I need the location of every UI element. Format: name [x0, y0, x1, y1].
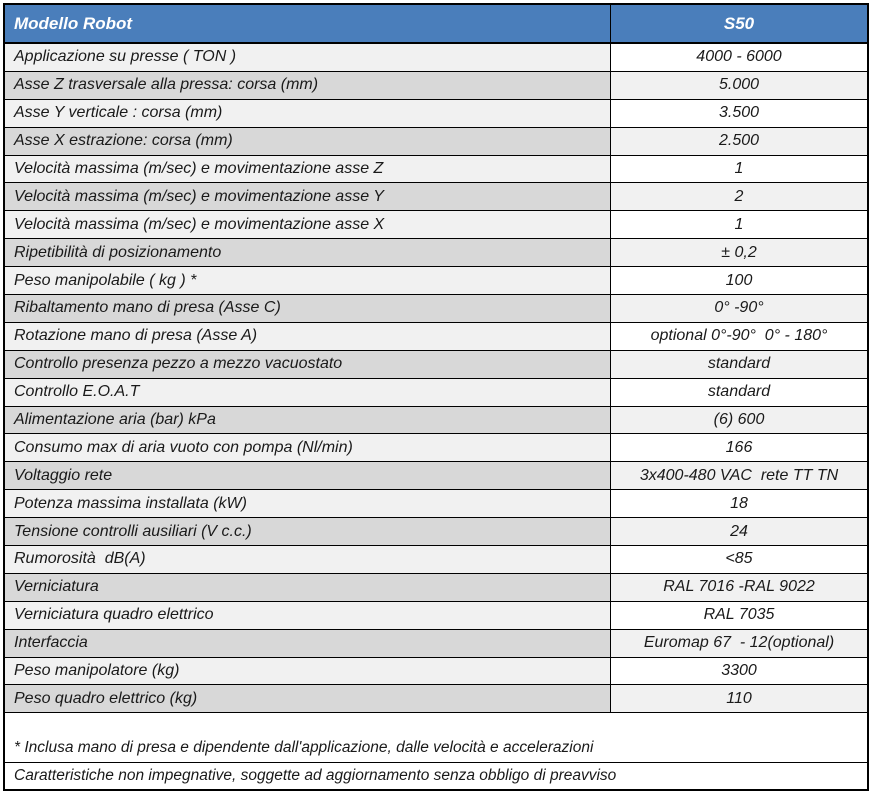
- row-label: Tensione controlli ausiliari (V c.c.): [5, 518, 611, 546]
- row-value: 0° -90°: [611, 295, 867, 322]
- row-value: 4000 - 6000: [611, 44, 867, 71]
- row-value: 110: [611, 685, 867, 713]
- row-label: Peso quadro elettrico (kg): [5, 685, 611, 713]
- row-value: 5.000: [611, 71, 867, 99]
- row-label: Consumo max di aria vuoto con pompa (Nl/…: [5, 434, 611, 462]
- row-value: 1: [611, 211, 867, 239]
- row-value: standard: [611, 378, 867, 406]
- row-label: Velocità massima (m/sec) e movimentazion…: [5, 211, 611, 239]
- table-row: Ribaltamento mano di presa (Asse C) 0° -9…: [5, 295, 867, 323]
- row-label: Asse X estrazione: corsa (mm): [5, 127, 611, 155]
- table-row: Alimentazione aria (bar) kPa (6) 600: [5, 406, 867, 435]
- table-row: Velocità massima (m/sec) e movimentazion…: [5, 155, 867, 184]
- row-value: optional 0°-90° 0° - 180°: [611, 322, 867, 350]
- row-label: Rumorosità dB(A): [5, 546, 611, 573]
- row-label: Controllo E.O.A.T: [5, 378, 611, 406]
- row-value: standard: [611, 350, 867, 378]
- row-value: 24: [611, 518, 867, 546]
- spec-rows: Applicazione su presse ( TON ) 4000 - 600…: [5, 44, 867, 714]
- table-header-row: Modello Robot S50: [5, 5, 867, 44]
- row-label: Rotazione mano di presa (Asse A): [5, 322, 611, 350]
- row-value: 100: [611, 267, 867, 295]
- table-row: Consumo max di aria vuoto con pompa (Nl/…: [5, 434, 867, 463]
- table-row: Asse Z trasversale alla pressa: corsa (m…: [5, 71, 867, 100]
- table-row: Controllo presenza pezzo a mezzo vacuost…: [5, 350, 867, 379]
- table-row: Velocità massima (m/sec) e movimentazion…: [5, 183, 867, 212]
- row-value: 1: [611, 155, 867, 183]
- row-label: Interfaccia: [5, 629, 611, 657]
- table-row: Ripetibilità di posizionamento ± 0,2: [5, 239, 867, 268]
- table-row: Peso manipolatore (kg) 3300: [5, 657, 867, 686]
- row-label: Peso manipolabile ( kg ) *: [5, 267, 611, 295]
- table-row: Velocità massima (m/sec) e movimentazion…: [5, 211, 867, 240]
- row-label: Asse Z trasversale alla pressa: corsa (m…: [5, 71, 611, 99]
- row-label: Asse Y verticale : corsa (mm): [5, 99, 611, 127]
- table-row: Asse Y verticale : corsa (mm) 3.500: [5, 99, 867, 128]
- footnote-disclaimer: Caratteristiche non impegnative, soggett…: [5, 763, 867, 789]
- table-row: Applicazione su presse ( TON ) 4000 - 600…: [5, 44, 867, 72]
- table-row: Verniciatura RAL 7016 -RAL 9022: [5, 573, 867, 602]
- table-row: Rotazione mano di presa (Asse A) optional…: [5, 322, 867, 351]
- row-label: Ripetibilità di posizionamento: [5, 239, 611, 267]
- footnote-asterisk: * Inclusa mano di presa e dipendente dal…: [5, 713, 867, 763]
- row-value: 3x400-480 VAC rete TT TN: [611, 462, 867, 490]
- row-label: Potenza massima installata (kW): [5, 490, 611, 518]
- table-row: Asse X estrazione: corsa (mm) 2.500: [5, 127, 867, 156]
- row-value: 3300: [611, 657, 867, 685]
- header-model-label: Modello Robot: [5, 5, 611, 42]
- row-label: Velocità massima (m/sec) e movimentazion…: [5, 183, 611, 211]
- table-row: Tensione controlli ausiliari (V c.c.) 24: [5, 518, 867, 547]
- row-value: RAL 7016 -RAL 9022: [611, 573, 867, 601]
- row-label: Alimentazione aria (bar) kPa: [5, 406, 611, 434]
- row-value: <85: [611, 546, 867, 573]
- header-model-value: S50: [723, 13, 755, 33]
- row-value: 166: [611, 434, 867, 462]
- table-row: Peso manipolabile ( kg ) * 100: [5, 267, 867, 296]
- table-row: Verniciatura quadro elettrico RAL 7035: [5, 601, 867, 630]
- table-row: Interfaccia Euromap 67 - 12(optional): [5, 629, 867, 658]
- table-row: Rumorosità dB(A) <85: [5, 546, 867, 574]
- row-label: Verniciatura quadro elettrico: [5, 601, 611, 629]
- row-value: 3.500: [611, 99, 867, 127]
- row-label: Applicazione su presse ( TON ): [5, 44, 611, 71]
- row-label: Verniciatura: [5, 573, 611, 601]
- row-label: Peso manipolatore (kg): [5, 657, 611, 685]
- table-row: Controllo E.O.A.T standard: [5, 378, 867, 407]
- row-value: RAL 7035: [611, 601, 867, 629]
- row-value: ± 0,2: [611, 239, 867, 267]
- row-label: Ribaltamento mano di presa (Asse C): [5, 295, 611, 322]
- row-value: (6) 600: [611, 406, 867, 434]
- spec-table: Modello Robot S50 Applicazione su presse…: [3, 3, 869, 791]
- row-value: 18: [611, 490, 867, 518]
- table-row: Peso quadro elettrico (kg) 110: [5, 685, 867, 714]
- row-label: Controllo presenza pezzo a mezzo vacuost…: [5, 350, 611, 378]
- table-row: Voltaggio rete 3x400-480 VAC rete TT TN: [5, 462, 867, 491]
- table-row: Potenza massima installata (kW) 18: [5, 490, 867, 519]
- row-label: Voltaggio rete: [5, 462, 611, 490]
- row-value: 2: [611, 183, 867, 211]
- row-value: Euromap 67 - 12(optional): [611, 629, 867, 657]
- row-label: Velocità massima (m/sec) e movimentazion…: [5, 155, 611, 183]
- row-value: 2.500: [611, 127, 867, 155]
